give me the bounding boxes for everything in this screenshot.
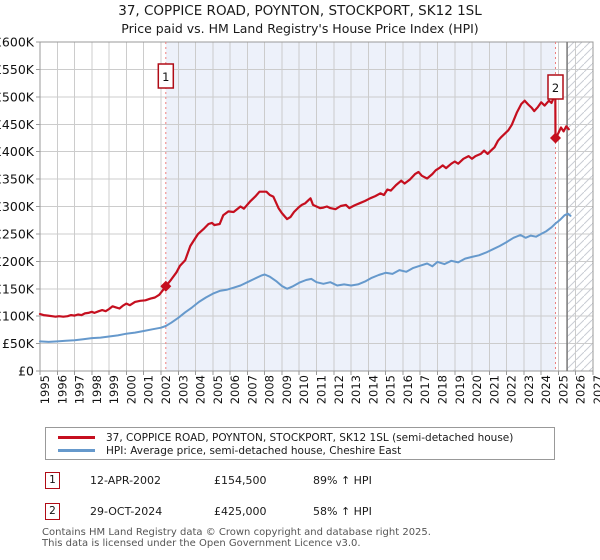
y-axis-label: £150K xyxy=(0,281,35,296)
x-axis-label: 2001 xyxy=(142,375,156,404)
x-axis-label: 2023 xyxy=(522,375,536,404)
page-title: 37, COPPICE ROAD, POYNTON, STOCKPORT, SK… xyxy=(118,3,482,19)
x-axis-label: 2016 xyxy=(401,375,415,404)
attribution-footer: Contains HM Land Registry data © Crown c… xyxy=(42,527,431,549)
legend-swatch-blue xyxy=(58,449,95,452)
x-axis-label: 2026 xyxy=(574,375,588,404)
sale-price: £425,000 xyxy=(214,505,267,518)
x-axis-label: 2027 xyxy=(591,375,600,404)
sale-point-diamond xyxy=(160,280,172,292)
x-axis-label: 2015 xyxy=(384,375,398,404)
y-axis-label: £500K xyxy=(0,89,35,104)
page-subtitle: Price paid vs. HM Land Registry's House … xyxy=(121,21,479,36)
property-price-line xyxy=(38,92,570,318)
attribution-line-1: Contains HM Land Registry data © Crown c… xyxy=(42,527,431,538)
legend-item-hpi: HPI: Average price, semi-detached house,… xyxy=(46,444,554,457)
sale-marker-number: 2 xyxy=(552,81,559,95)
x-axis-label: 2005 xyxy=(211,375,225,404)
y-axis-label: £450K xyxy=(0,117,35,132)
legend-swatch-red xyxy=(58,436,95,439)
sale-number-badge: 2 xyxy=(45,503,60,520)
y-axis-label: £600K xyxy=(0,35,35,50)
attribution-line-2: This data is licensed under the Open Gov… xyxy=(42,537,361,549)
sale-marker-number: 1 xyxy=(162,70,169,84)
y-axis-label: £50K xyxy=(2,336,35,351)
x-axis-label: 2003 xyxy=(176,375,190,404)
y-axis-label: £100K xyxy=(0,309,35,324)
x-axis-label: 2022 xyxy=(505,375,519,404)
sale-date: 12-APR-2002 xyxy=(90,474,162,487)
x-axis-label: 2009 xyxy=(280,375,294,404)
y-axis-label: £350K xyxy=(0,172,35,187)
y-axis-label: £550K xyxy=(0,62,35,77)
x-axis-label: 2000 xyxy=(124,375,138,404)
x-axis-label: 2011 xyxy=(315,375,329,404)
y-axis-label: £200K xyxy=(0,254,35,269)
sale-date: 29-OCT-2024 xyxy=(90,505,163,518)
sale-marker-box xyxy=(157,63,175,89)
x-axis-label: 2025 xyxy=(556,375,570,404)
x-axis-label: 2018 xyxy=(435,375,449,404)
sale-row-1: 1 12-APR-2002 £154,500 89% ↑ HPI xyxy=(0,472,600,492)
x-axis-label: 2017 xyxy=(418,375,432,404)
x-axis-label: 2007 xyxy=(245,375,259,404)
x-axis-label: 1999 xyxy=(107,375,121,404)
hpi-average-line xyxy=(39,212,572,343)
x-axis-label: 2008 xyxy=(263,375,277,404)
x-axis-label: 2019 xyxy=(453,375,467,404)
y-axis-label: £400K xyxy=(0,144,35,159)
x-axis-label: 2020 xyxy=(470,375,484,404)
x-axis-label: 2004 xyxy=(194,375,208,404)
x-axis-label: 2021 xyxy=(487,375,501,404)
sale-number-badge: 1 xyxy=(45,472,60,489)
y-axis-label: £0 xyxy=(18,364,34,379)
x-axis-label: 2013 xyxy=(349,375,363,404)
x-axis-label: 1998 xyxy=(90,375,104,404)
sale-row-2: 2 29-OCT-2024 £425,000 58% ↑ HPI xyxy=(0,503,600,523)
y-axis-label: £300K xyxy=(0,199,35,214)
legend-item-property: 37, COPPICE ROAD, POYNTON, STOCKPORT, SK… xyxy=(46,431,554,444)
x-axis-label: 1997 xyxy=(73,375,87,404)
x-axis-label: 2024 xyxy=(539,375,553,404)
x-axis-label: 2014 xyxy=(366,375,380,404)
x-axis-label: 1995 xyxy=(38,375,52,404)
y-axis-label: £250K xyxy=(0,226,35,241)
legend-label: HPI: Average price, semi-detached house,… xyxy=(106,444,402,457)
sale-point-diamond xyxy=(549,132,561,144)
price-chart: £0 £50K £100K £150K £200K £250K £300K £350K £400… xyxy=(0,35,600,405)
sale-marker-box xyxy=(547,74,564,100)
legend-label: 37, COPPICE ROAD, POYNTON, STOCKPORT, SK… xyxy=(106,431,514,444)
chart-legend: 37, COPPICE ROAD, POYNTON, STOCKPORT, SK… xyxy=(45,427,555,460)
x-axis-label: 2006 xyxy=(228,375,242,404)
x-axis-label: 1996 xyxy=(55,375,69,404)
x-axis-label: 2010 xyxy=(297,375,311,404)
sale-hpi-delta: 58% ↑ HPI xyxy=(313,505,372,518)
sale-hpi-delta: 89% ↑ HPI xyxy=(313,474,372,487)
sale-price: £154,500 xyxy=(214,474,267,487)
x-axis-label: 2012 xyxy=(332,375,346,404)
x-axis-label: 2002 xyxy=(159,375,173,404)
